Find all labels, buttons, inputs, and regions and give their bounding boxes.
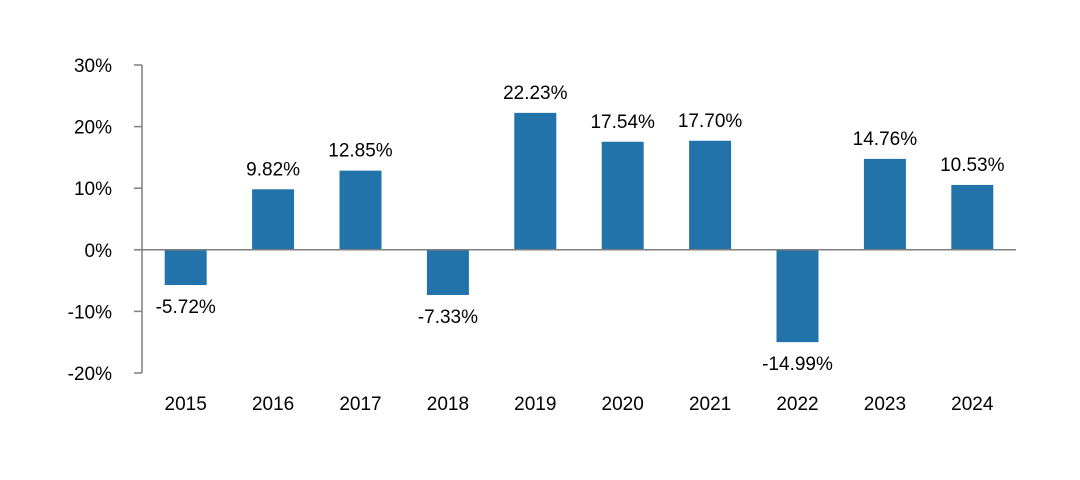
y-tick-label: 20%	[74, 118, 112, 139]
x-tick-label-2021: 2021	[689, 394, 731, 415]
data-label-2020: 17.54%	[590, 112, 655, 133]
y-tick-label: -10%	[68, 302, 112, 323]
bar-2016	[252, 189, 295, 250]
bar-2021	[689, 140, 732, 250]
data-label-2018: -7.33%	[418, 307, 478, 328]
x-tick-label-2015: 2015	[165, 394, 207, 415]
bar-2023	[863, 158, 906, 250]
bar-2017	[339, 170, 382, 250]
bar-2015	[164, 249, 207, 286]
data-labels: -5.72% 9.82% 12.85% -7.33% 22.23% 17.54% 17.70…	[156, 83, 1005, 375]
y-tick-label: -20%	[68, 364, 112, 385]
data-label-2024: 10.53%	[940, 155, 1005, 176]
bar-2024	[951, 184, 994, 250]
bar-2020	[601, 141, 644, 250]
x-tick-label-2022: 2022	[776, 394, 818, 415]
data-label-2021: 17.70%	[678, 111, 743, 132]
y-axis: 30% 20% 10% 0% -10% -20%	[68, 56, 143, 385]
x-tick-label-2018: 2018	[427, 394, 469, 415]
y-tick-label: 30%	[74, 56, 112, 77]
data-label-2022: -14.99%	[762, 354, 833, 375]
x-tick-label-2019: 2019	[514, 394, 556, 415]
data-label-2015: -5.72%	[156, 297, 216, 318]
x-tick-label-2017: 2017	[339, 394, 381, 415]
category-labels: 2015 2016 2017 2018 2019 2020 2021 2022 2023 2024	[165, 394, 994, 415]
bars	[164, 112, 994, 343]
data-label-2023: 14.76%	[853, 129, 918, 150]
data-label-2016: 9.82%	[246, 159, 300, 180]
y-tick-label: 10%	[74, 179, 112, 200]
x-tick-label-2020: 2020	[602, 394, 644, 415]
data-label-2017: 12.85%	[328, 141, 393, 162]
x-tick-label-2023: 2023	[864, 394, 906, 415]
y-tick-label: 0%	[85, 241, 113, 262]
bar-2022	[776, 249, 819, 343]
bar-2018	[426, 249, 469, 295]
x-tick-label-2016: 2016	[252, 394, 294, 415]
bar-2019	[514, 112, 557, 250]
x-tick-label-2024: 2024	[951, 394, 994, 415]
data-label-2019: 22.23%	[503, 83, 568, 104]
